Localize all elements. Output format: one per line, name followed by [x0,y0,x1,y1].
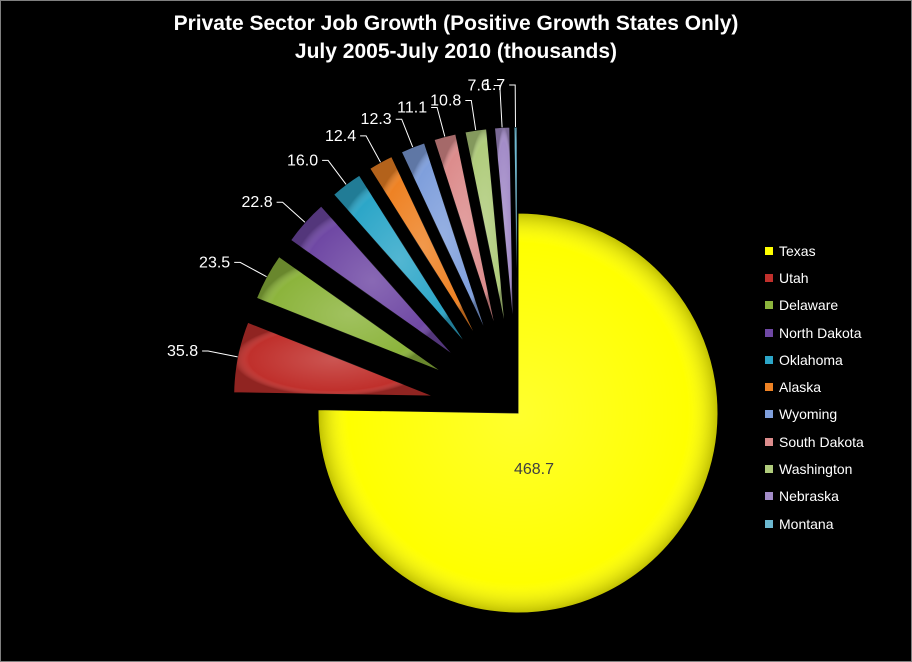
chart-title: Private Sector Job Growth (Positive Grow… [173,12,739,35]
data-label-texas: 468.7 [514,461,554,478]
legend-label-delaware: Delaware [779,297,839,314]
leader-line-oklahoma [322,159,347,185]
leader-line-alaska [360,135,381,163]
data-label-utah: 35.8 [167,343,198,360]
slice-delaware-shade [256,256,443,373]
legend-swatch-wyoming [765,410,773,419]
data-label-south-dakota: 11.1 [397,100,427,117]
legend-swatch-washington [765,465,773,474]
legend-item-wyoming: Wyoming [765,401,905,428]
leader-line-nebraska [493,85,503,128]
legend-swatch-oklahoma [765,355,773,364]
data-label-oklahoma: 16.0 [287,152,318,169]
legend-label-alaska: Alaska [779,379,822,396]
leader-line-south-dakota [431,107,446,137]
slice-south-dakota [433,133,497,331]
legend-swatch-montana [765,519,773,528]
legend-swatch-nebraska [765,492,773,501]
legend-swatch-texas [765,246,773,255]
legend-swatch-north-dakota [765,328,773,337]
legend-item-alaska: Alaska [765,373,905,400]
data-label-alaska: 12.4 [325,128,356,145]
leader-line-washington [465,100,477,131]
slice-north-dakota-shade [290,206,454,356]
slice-north-dakota [289,205,455,357]
slice-south-dakota-shade [434,133,496,330]
leader-line-delaware [234,261,267,278]
chart-title-block: Private Sector Job Growth (Positive Grow… [0,10,912,66]
slice-nebraska-shade [494,127,514,328]
slice-nebraska [493,126,514,328]
slice-oklahoma-shade [333,175,467,345]
legend-swatch-delaware [765,301,773,310]
slice-utah [233,321,434,397]
slice-delaware [255,255,443,373]
chart-subtitle: July 2005-July 2010 (thousands) [294,40,618,63]
legend-item-texas: Texas [765,237,905,264]
data-label-washington: 10.8 [430,93,461,110]
leader-lines [202,84,516,358]
data-label-north-dakota: 22.8 [241,194,272,211]
slice-washington [464,128,506,329]
legend-item-utah: Utah [765,264,905,291]
leader-line-utah [202,350,238,358]
legend-item-north-dakota: North Dakota [765,319,905,346]
slice-montana-shade [513,127,518,327]
data-label-montana: 1.7 [483,77,505,94]
legend-item-south-dakota: South Dakota [765,428,905,455]
legend-label-montana: Montana [779,515,834,532]
legend-label-south-dakota: South Dakota [779,433,864,450]
legend-label-washington: Washington [779,461,853,478]
legend-label-oklahoma: Oklahoma [779,351,843,368]
legend-swatch-south-dakota [765,437,773,446]
legend-item-oklahoma: Oklahoma [765,346,905,373]
slice-oklahoma [332,174,467,345]
slice-wyoming-shade [401,142,487,334]
pie-slices [233,126,719,614]
slice-utah-shade [233,322,434,397]
data-labels: 468.7 35.8 23.5 22.8 16.0 12.4 12.3 11.1 10.8 7.6… [167,77,554,478]
leader-line-north-dakota [276,201,306,223]
data-label-wyoming: 12.3 [361,111,392,128]
legend-label-utah: Utah [779,269,809,286]
legend-item-delaware: Delaware [765,292,905,319]
legend-label-texas: Texas [779,242,816,259]
legend-item-washington: Washington [765,455,905,482]
leader-line-montana [509,84,516,128]
legend: Texas Utah Delaware North Dakota Oklahoma Ala… [765,237,905,537]
legend-swatch-utah [765,273,773,282]
slice-montana [513,126,518,328]
data-label-nebraska: 7.6 [468,78,490,95]
legend-label-nebraska: Nebraska [779,488,839,505]
legend-label-north-dakota: North Dakota [779,324,862,341]
legend-label-wyoming: Wyoming [779,406,838,423]
slice-alaska [369,155,478,338]
data-label-delaware: 23.5 [199,254,230,271]
legend-item-montana: Montana [765,510,905,537]
slice-texas [317,212,719,614]
slice-alaska-shade [369,156,477,338]
legend-swatch-alaska [765,383,773,392]
slice-texas-shade [318,213,719,613]
legend-item-nebraska: Nebraska [765,483,905,510]
slice-washington-shade [465,128,506,328]
leader-line-wyoming [395,118,414,148]
